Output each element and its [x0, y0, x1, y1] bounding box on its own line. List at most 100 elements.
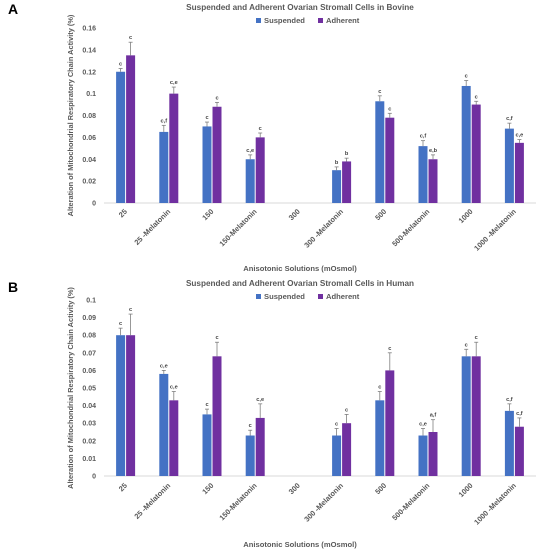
x-tick-label: 300 -Melatonin: [302, 207, 345, 250]
x-tick-label: 500-Melatonin: [390, 481, 432, 523]
x-axis-title: Anisotonic Solutions (mOsmol): [243, 540, 357, 549]
y-tick-label: 0.08: [82, 113, 96, 120]
x-tick-label: 150-Melatonin: [217, 481, 259, 523]
data-label: c,e: [246, 148, 254, 154]
y-tick-label: 0.16: [82, 26, 96, 33]
data-label: e,b: [429, 148, 438, 154]
x-tick-label: 500: [373, 481, 388, 496]
data-label: c: [119, 321, 122, 327]
data-label: b: [335, 160, 339, 166]
data-label: c: [259, 126, 262, 132]
bar-adherent: [514, 142, 524, 203]
data-label: c,e: [170, 385, 178, 391]
legend-swatch-suspended: [256, 18, 261, 23]
chart-panel-b: B Suspended and Adherent Ovarian Stromall…: [8, 279, 536, 549]
y-tick-label: 0.09: [82, 315, 96, 322]
legend-swatch-adherent: [318, 18, 323, 23]
data-label: c: [475, 335, 478, 341]
chart-title: Suspended and Adherent Ovarian Stromall …: [186, 279, 414, 288]
data-label: c: [335, 421, 338, 427]
data-label: c,f: [420, 134, 427, 140]
x-tick-label: 500: [373, 207, 388, 222]
y-tick-label: 0: [92, 201, 96, 208]
bar-adherent: [342, 423, 352, 476]
data-label: c,f: [506, 397, 513, 403]
bar-suspended: [461, 85, 471, 203]
bar-suspended: [461, 356, 471, 476]
data-label: c: [129, 307, 132, 313]
data-label: a,f: [430, 413, 437, 419]
y-tick-label: 0: [92, 474, 96, 481]
y-tick-label: 0.04: [82, 403, 96, 410]
bar-adherent: [126, 55, 136, 203]
bar-suspended: [332, 435, 342, 476]
data-label: c: [205, 402, 208, 408]
panel-label: A: [8, 1, 18, 17]
y-tick-label: 0.06: [82, 135, 96, 142]
legend-label-suspended: Suspended: [264, 16, 305, 25]
x-tick-label: 300: [287, 207, 302, 222]
bar-suspended: [504, 128, 514, 203]
y-tick-label: 0.06: [82, 368, 96, 375]
bar-suspended: [375, 400, 385, 476]
x-tick-label: 150: [200, 207, 215, 222]
data-label: c: [378, 385, 381, 391]
x-tick-label: 1000 -Melatonin: [472, 481, 518, 527]
data-label: c: [129, 35, 132, 41]
data-label: c,e: [256, 397, 264, 403]
y-tick-label: 0.08: [82, 333, 96, 340]
y-tick-label: 0.14: [82, 47, 96, 54]
data-label: c,e: [160, 363, 168, 369]
x-tick-label: 25: [117, 481, 129, 493]
y-tick-label: 0.02: [82, 438, 96, 445]
legend-swatch-suspended: [256, 294, 261, 299]
data-label: c,f: [161, 118, 168, 124]
bar-suspended: [504, 410, 514, 476]
x-tick-label: 25: [117, 207, 129, 219]
legend-label-adherent: Adherent: [326, 16, 360, 25]
chart-panel-a: A Suspended and Adherent Ovarian Stromall…: [8, 1, 536, 273]
data-label: c,e: [516, 133, 524, 139]
bar-suspended: [116, 335, 126, 476]
data-label: c: [215, 95, 218, 101]
y-axis-title: Alteration of Mitochondrial Respiratory …: [66, 14, 75, 216]
y-tick-label: 0.1: [86, 298, 96, 305]
chart-title: Suspended and Adherent Ovarian Stromall …: [186, 3, 414, 12]
data-label: c: [475, 94, 478, 100]
legend-label-suspended: Suspended: [264, 292, 305, 301]
data-label: c: [388, 346, 391, 352]
bar-adherent: [385, 117, 395, 203]
bar-adherent: [212, 356, 222, 476]
x-tick-label: 300 -Melatonin: [302, 481, 345, 524]
x-tick-label: 1000: [457, 207, 475, 225]
data-label: b: [345, 151, 349, 157]
legend-label-adherent: Adherent: [326, 292, 360, 301]
legend: Suspended Adherent: [256, 292, 360, 301]
x-tick-label: 25 -Melatonin: [132, 207, 172, 247]
data-label: c: [465, 342, 468, 348]
bar-suspended: [159, 373, 169, 476]
x-tick-label: 1000: [457, 481, 475, 499]
x-axis-title: Anisotonic Solutions (mOsmol): [243, 264, 357, 273]
bar-adherent: [212, 106, 222, 203]
legend: Suspended Adherent: [256, 16, 360, 25]
bar-suspended: [375, 101, 385, 203]
y-tick-label: 0.01: [82, 456, 96, 463]
data-label: c: [388, 106, 391, 112]
bar-suspended: [332, 170, 342, 203]
bar-suspended: [202, 126, 212, 203]
bar-suspended: [159, 131, 169, 203]
bar-adherent: [126, 335, 136, 476]
bar-suspended: [245, 435, 255, 476]
bar-adherent: [471, 104, 481, 203]
y-tick-label: 0.1: [86, 91, 96, 98]
x-tick-label: 150: [200, 481, 215, 496]
bar-adherent: [385, 370, 395, 476]
panel-label: B: [8, 279, 18, 295]
data-label: c: [249, 423, 252, 429]
y-tick-label: 0.02: [82, 179, 96, 186]
data-label: c: [205, 115, 208, 121]
legend-swatch-adherent: [318, 294, 323, 299]
bar-suspended: [116, 71, 126, 203]
